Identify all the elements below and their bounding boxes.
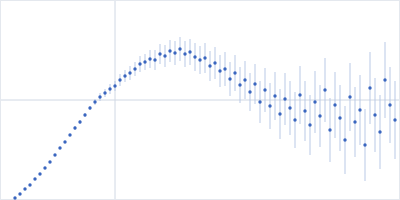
- point: [213, 61, 216, 64]
- point: [78, 120, 81, 123]
- point: [273, 94, 276, 97]
- point: [163, 54, 166, 57]
- point: [208, 64, 211, 67]
- point: [38, 172, 41, 175]
- point: [188, 50, 191, 53]
- point: [53, 153, 56, 156]
- point: [83, 113, 86, 116]
- point: [58, 146, 61, 149]
- point: [123, 74, 126, 77]
- point: [183, 52, 186, 55]
- plot-area: [13, 37, 396, 200]
- point: [268, 104, 271, 107]
- point: [348, 95, 351, 98]
- point: [373, 113, 376, 116]
- point: [233, 71, 236, 74]
- point: [43, 166, 46, 169]
- point: [253, 82, 256, 85]
- point: [293, 118, 296, 121]
- point: [243, 78, 246, 81]
- point: [13, 196, 16, 199]
- point: [168, 49, 171, 52]
- point: [278, 112, 281, 115]
- point: [48, 160, 51, 163]
- point: [153, 58, 156, 61]
- point: [193, 55, 196, 58]
- point: [203, 56, 206, 59]
- point: [333, 103, 336, 106]
- point: [93, 100, 96, 103]
- point: [353, 120, 356, 123]
- grid: [0, 0, 400, 200]
- point: [223, 67, 226, 70]
- point: [393, 118, 396, 121]
- point: [113, 84, 116, 87]
- point: [378, 130, 381, 133]
- point: [248, 90, 251, 93]
- point: [328, 128, 331, 131]
- point: [368, 86, 371, 89]
- plot-frame: [1, 1, 400, 200]
- point: [18, 192, 21, 195]
- point: [323, 88, 326, 91]
- point: [98, 95, 101, 98]
- point: [148, 57, 151, 60]
- point: [68, 133, 71, 136]
- point: [263, 88, 266, 91]
- point: [73, 126, 76, 129]
- point: [303, 109, 306, 112]
- point: [283, 97, 286, 100]
- point: [343, 138, 346, 141]
- point: [298, 93, 301, 96]
- point: [133, 67, 136, 70]
- point: [383, 78, 386, 81]
- point: [218, 69, 221, 72]
- point: [358, 108, 361, 111]
- point: [33, 177, 36, 180]
- point: [128, 71, 131, 74]
- point: [173, 51, 176, 54]
- point: [198, 58, 201, 61]
- point: [238, 83, 241, 86]
- point: [23, 187, 26, 190]
- point: [228, 77, 231, 80]
- point: [143, 60, 146, 63]
- point: [88, 106, 91, 109]
- point: [258, 100, 261, 103]
- point: [63, 140, 66, 143]
- point: [308, 123, 311, 126]
- point: [318, 114, 321, 117]
- point: [313, 100, 316, 103]
- point: [288, 106, 291, 109]
- point: [28, 183, 31, 186]
- point: [388, 103, 391, 106]
- point: [178, 47, 181, 50]
- point: [103, 91, 106, 94]
- point: [158, 52, 161, 55]
- point: [118, 78, 121, 81]
- point: [338, 116, 341, 119]
- point: [138, 62, 141, 65]
- point: [108, 87, 111, 90]
- chart: [0, 0, 400, 200]
- point: [363, 143, 366, 146]
